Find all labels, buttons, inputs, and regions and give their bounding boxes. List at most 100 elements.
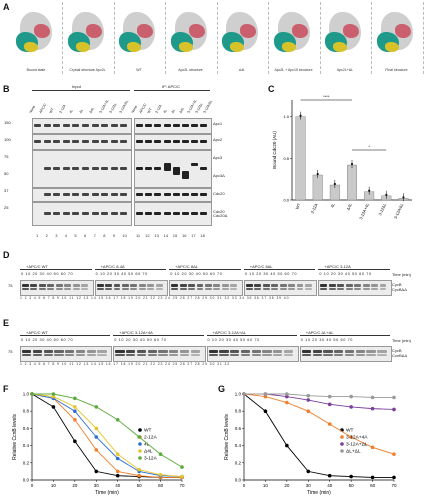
structure-panel: Δ4L xyxy=(216,2,269,74)
band-label: CycB CycBΔΔ xyxy=(392,282,407,292)
blot-band xyxy=(136,123,143,127)
condition-bracket xyxy=(20,269,92,270)
lane-header: 4L xyxy=(162,108,168,114)
blot-band xyxy=(191,162,199,166)
apc-subunit-shape xyxy=(230,42,244,52)
lane-number: 5 xyxy=(74,233,77,238)
panel-g-label: G xyxy=(218,384,226,394)
condition-bracket xyxy=(299,335,390,336)
structure-caption: Apc2L + Apc15 structure xyxy=(274,68,313,72)
gel-band xyxy=(22,284,29,287)
lane-header: 3-12A/ΔL xyxy=(118,99,130,114)
y-tick-label: 0.2 xyxy=(23,460,30,465)
blot-band xyxy=(200,139,208,143)
structure-caption: WT xyxy=(136,68,142,72)
gel-band xyxy=(188,288,196,290)
blot-band xyxy=(145,123,153,127)
apc-subunit-shape xyxy=(127,42,141,52)
blot-band xyxy=(172,139,180,143)
data-point xyxy=(392,407,396,412)
lane-header: 4L xyxy=(68,108,74,114)
time-points: 0 10 20 30 40 50 60 70 xyxy=(244,272,298,276)
blot-band xyxy=(62,192,70,196)
gel-band xyxy=(138,284,146,287)
blot-band xyxy=(191,123,199,127)
lane-number: 3 xyxy=(55,233,58,238)
gel-band xyxy=(337,284,345,287)
condition-label: +APC/C WT xyxy=(26,264,48,269)
lane-header: WT xyxy=(146,107,153,114)
gel-band xyxy=(355,350,365,353)
mw-marker: 25 xyxy=(4,205,9,210)
structure-caption: Apc2L structure xyxy=(178,68,203,72)
lane-header: 3-12A/ΔL xyxy=(202,99,214,114)
blot-band xyxy=(145,211,153,215)
x-tick-label: 50 xyxy=(349,483,355,488)
x-tick-label: 20 xyxy=(284,483,290,488)
data-point xyxy=(327,402,332,407)
lane-numbers: 1 2 3 4 5 6 7 8 9 10 11 12 13 14 15 16 1… xyxy=(20,362,231,366)
ip-bracket xyxy=(134,90,210,91)
data-point xyxy=(51,392,56,396)
bar xyxy=(312,174,323,201)
gel-band xyxy=(334,354,344,356)
gel-band xyxy=(271,288,279,290)
blot-band xyxy=(200,192,208,196)
condition-bracket xyxy=(169,269,241,270)
y-tick-label: 0.8 xyxy=(23,409,30,414)
gel-band xyxy=(366,354,376,356)
blot-band xyxy=(110,192,118,196)
time-points: 0 10 20 30 40 50 60 70 xyxy=(170,272,223,276)
blot-band xyxy=(145,166,153,170)
time-points: 0 10 20 30 40 50 60 70 xyxy=(21,272,74,276)
data-point xyxy=(94,435,99,439)
bound-cdc20-bar-chart: 0.0 0.5 1.0 Bound Cdc20 (AU) WT 2-12A 4L Δ4L 3-1… xyxy=(272,94,412,220)
gel-band xyxy=(190,350,200,353)
gel-band xyxy=(179,288,187,290)
data-point xyxy=(115,452,120,456)
gel-band xyxy=(296,284,304,287)
apc-subunit-shape xyxy=(333,42,347,52)
gel-band xyxy=(304,288,312,290)
lane-number: 12 xyxy=(145,233,150,238)
lane-number: 6 xyxy=(84,233,87,238)
blot-band xyxy=(163,211,171,215)
data-point xyxy=(349,435,353,439)
gel-band xyxy=(213,284,221,287)
gel-band xyxy=(301,354,312,356)
lane-header: 2-12A xyxy=(58,103,67,114)
data-point xyxy=(306,469,311,474)
blot-band xyxy=(120,192,128,196)
data-point xyxy=(349,474,353,479)
gel-band xyxy=(219,354,229,356)
blot-band xyxy=(191,139,199,143)
apc-subunit-shape xyxy=(291,24,308,38)
blot-band xyxy=(120,166,128,170)
time-points: 0 10 20 30 40 50 60 70 xyxy=(95,272,148,276)
x-tick-label: 10 xyxy=(263,483,269,488)
blot-band xyxy=(72,123,80,127)
condition-label: +APC/C 8-4A xyxy=(100,264,125,269)
y-tick-label: 0.0 xyxy=(235,478,242,483)
gel-band xyxy=(147,288,155,290)
gel-band xyxy=(169,354,179,356)
data-point xyxy=(285,443,289,448)
gel-band xyxy=(169,350,179,353)
gel-band xyxy=(155,288,163,290)
apc-subunit-shape xyxy=(137,24,153,38)
data-point xyxy=(285,400,289,405)
lane-header: 2-12A xyxy=(154,103,163,114)
gel-band xyxy=(377,354,387,356)
gel-band xyxy=(196,288,204,290)
blot-band xyxy=(154,192,162,196)
panel-b-blots: 150 100 75 50 37 25 Apc1 Apc2 Apc3 Apc3Δ Cdc20 Cdc2… xyxy=(4,118,242,238)
gel-band xyxy=(279,288,287,290)
blot-band xyxy=(172,123,180,127)
gel-band xyxy=(208,354,218,356)
gel-band xyxy=(213,288,221,290)
gel-band xyxy=(205,284,212,287)
data-point xyxy=(94,448,99,452)
gel-band xyxy=(138,288,146,290)
data-point xyxy=(30,392,34,396)
y-tick-label: 0.6 xyxy=(23,426,30,431)
